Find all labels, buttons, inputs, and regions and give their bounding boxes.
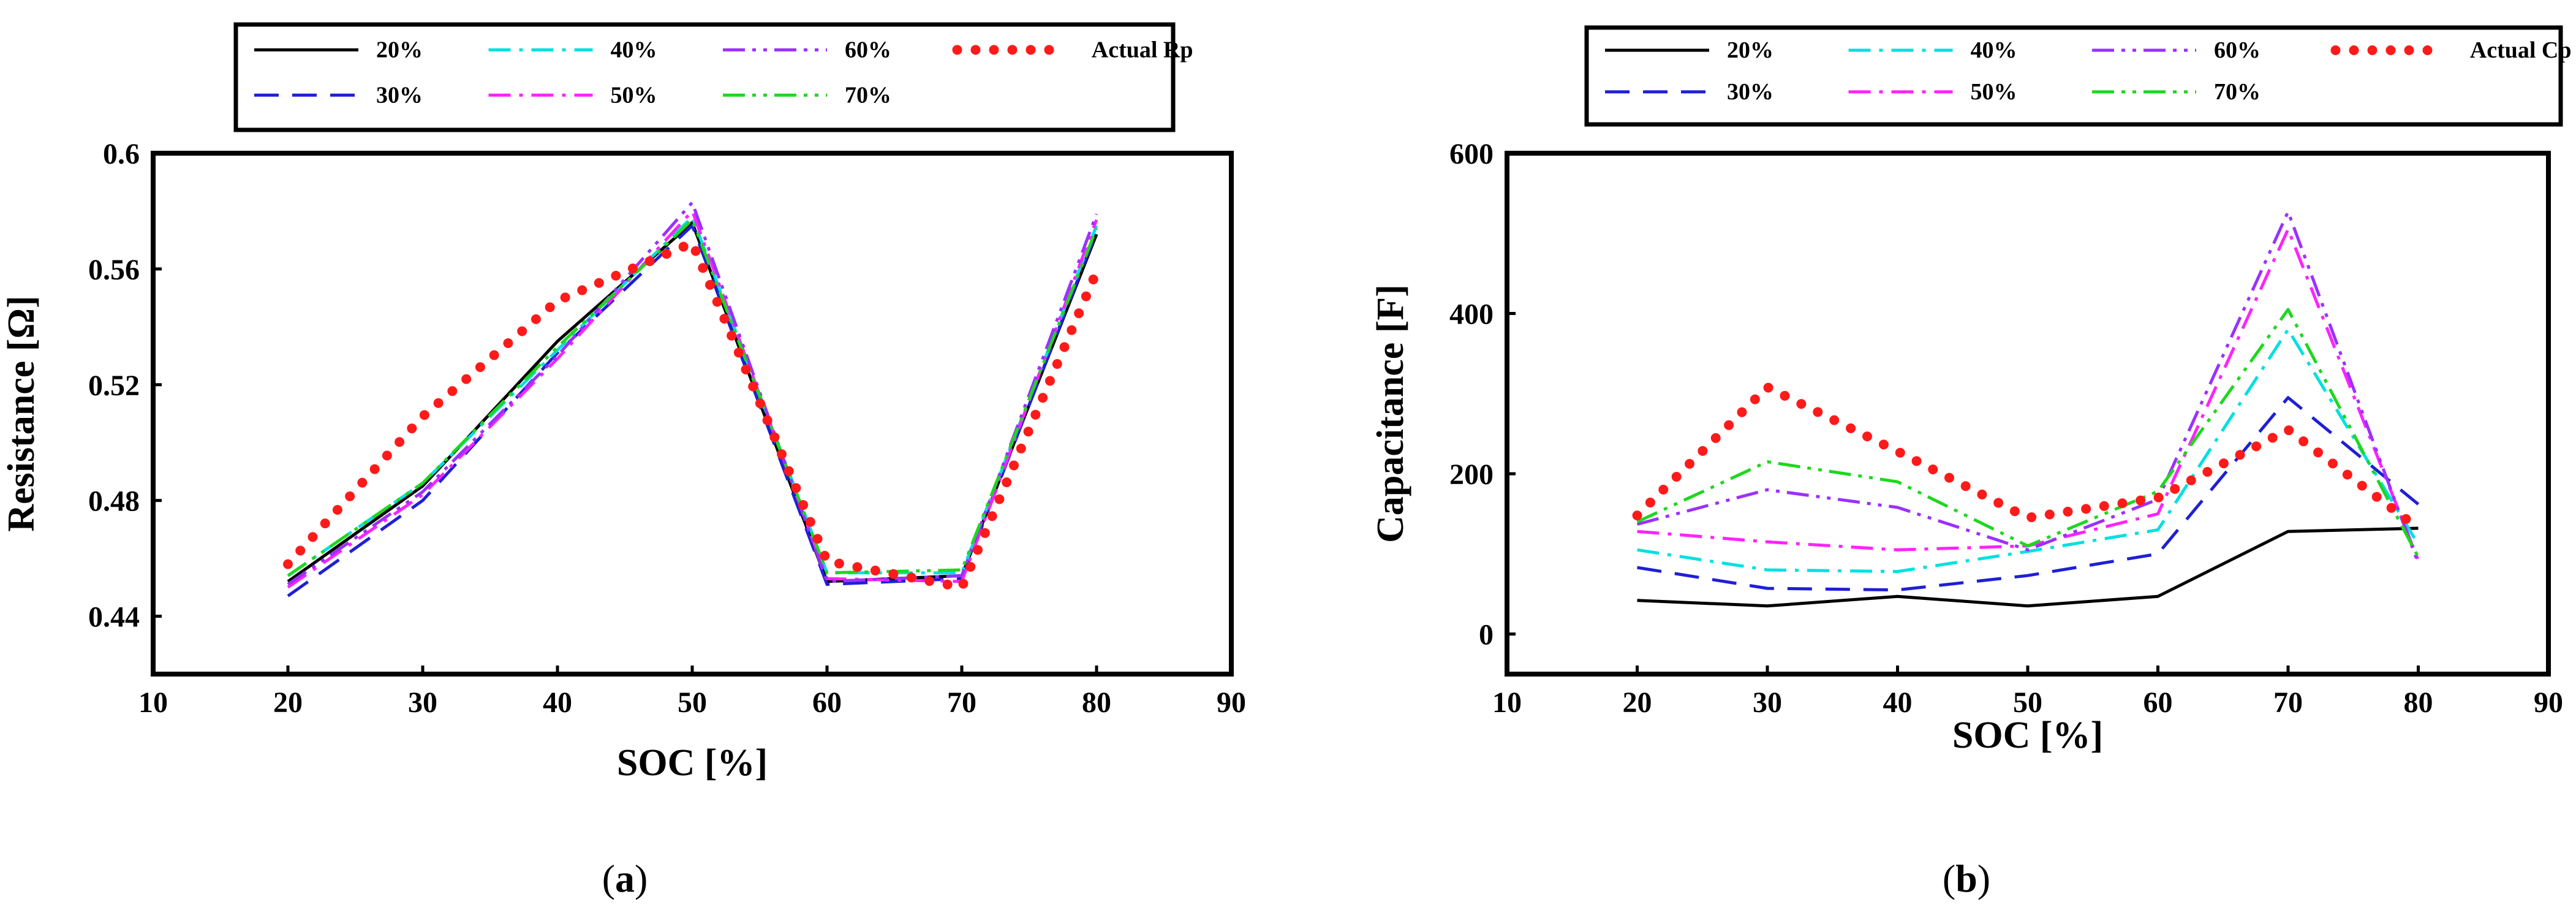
series-line-40- <box>1637 328 2420 574</box>
legend-label: 40% <box>611 37 657 63</box>
x-tick-label: 80 <box>2404 686 2433 719</box>
legend-label: 70% <box>845 82 891 108</box>
legend-label: 60% <box>2214 37 2261 63</box>
legend-label: 70% <box>2214 79 2261 105</box>
y-tick-label: 0.56 <box>88 254 140 286</box>
x-tick-label: 50 <box>678 686 707 719</box>
x-tick-label: 50 <box>2013 686 2042 719</box>
series-line-30- <box>1637 396 2420 592</box>
y-tick-label: 0.48 <box>88 485 140 518</box>
series-line-actual-cp <box>1632 382 2423 533</box>
y-axis-label: Capacitance [F] <box>1370 284 1411 543</box>
y-tick-label: 0 <box>1479 619 1494 651</box>
series-line-60- <box>287 200 1098 586</box>
series-line-70- <box>1636 308 2420 558</box>
chart-panel-a: 10 20 30 40 50 60 70 80 90 0.44 0.48 0.52 0.56 0.6 SOC… <box>1 22 1246 900</box>
y-tick-label: 0.52 <box>88 370 140 402</box>
panel-caption: (a) <box>602 857 648 900</box>
legend-label: 50% <box>611 82 657 108</box>
series-line-40- <box>287 215 1098 577</box>
y-tick-label: 200 <box>1449 458 1494 491</box>
plot-frame <box>1505 151 2551 677</box>
plot-frame <box>151 151 1234 677</box>
x-tick-label: 20 <box>273 686 303 719</box>
x-tick-label: 60 <box>812 686 842 719</box>
series-line-60- <box>1636 210 2420 564</box>
x-tick-label: 40 <box>1883 686 1913 719</box>
x-tick-label: 70 <box>2273 686 2303 719</box>
x-axis-label: SOC [%] <box>1952 715 2103 756</box>
legend-label: 50% <box>1971 79 2017 105</box>
y-tick-label: 400 <box>1449 298 1494 331</box>
x-tick-label: 10 <box>138 686 168 719</box>
legend-label: 40% <box>1971 37 2017 63</box>
y-tick-label: 600 <box>1449 138 1494 170</box>
x-tick-label: 60 <box>2144 686 2173 719</box>
legend-label: 60% <box>845 37 891 63</box>
y-tick-label: 0.6 <box>103 138 140 170</box>
y-axis-label: Resistance [Ω] <box>1 295 42 531</box>
legend-label: 20% <box>376 37 423 63</box>
x-tick-label: 90 <box>1217 686 1246 719</box>
legend-label: 30% <box>376 82 423 108</box>
x-tick-label: 80 <box>1082 686 1111 719</box>
legend-label: 20% <box>1727 37 1773 63</box>
x-tick-label: 30 <box>408 686 437 719</box>
legend-label: Actual Cp <box>2470 37 2572 63</box>
series-line-actual-rp <box>283 238 1101 593</box>
x-tick-label: 30 <box>1753 686 1782 719</box>
legend: 20% 30% 40% 50% 60% 70% Actual Cp <box>1584 25 2572 127</box>
series-line-70- <box>287 218 1098 577</box>
legend-frame <box>1584 25 2563 127</box>
x-axis-label: SOC [%] <box>617 742 768 784</box>
x-tick-label: 40 <box>543 686 572 719</box>
series-line-20- <box>1637 526 2419 608</box>
series-line-20- <box>287 221 1098 583</box>
panel-caption: (b) <box>1943 857 1990 900</box>
legend-label: Actual Rp <box>1092 37 1193 63</box>
chart-panel-b: 10 20 30 40 50 60 70 80 90 0 200 400 600 SOC [%] Capac… <box>1370 25 2572 900</box>
legend-label: 30% <box>1727 79 1773 105</box>
x-tick-label: 70 <box>947 686 976 719</box>
x-tick-label: 20 <box>1623 686 1652 719</box>
legend: 20% 30% 40% 50% 60% 70% Actual Rp <box>233 22 1193 132</box>
x-tick-label: 10 <box>1492 686 1522 719</box>
y-tick-label: 0.44 <box>88 601 140 634</box>
series-line-50- <box>287 209 1098 589</box>
legend-frame <box>233 22 1176 132</box>
x-tick-label: 90 <box>2534 686 2563 719</box>
